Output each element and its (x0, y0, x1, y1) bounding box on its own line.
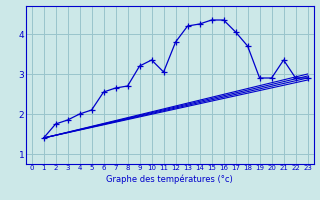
X-axis label: Graphe des températures (°c): Graphe des températures (°c) (106, 174, 233, 184)
